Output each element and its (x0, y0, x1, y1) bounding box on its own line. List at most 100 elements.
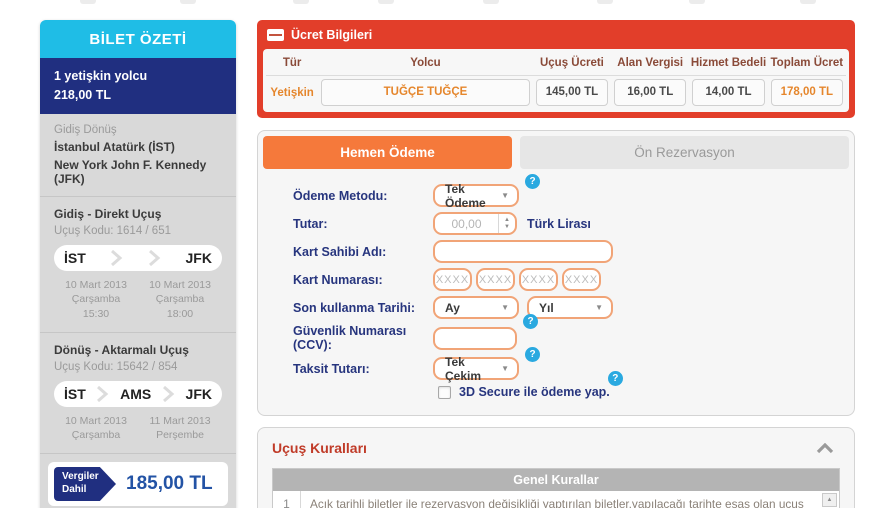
payment-method-row: Ödeme Metodu: Tek Ödeme ▼ ? (293, 174, 849, 210)
help-icon[interactable]: ? (525, 347, 540, 362)
chevron-right-icon (97, 385, 109, 402)
help-icon[interactable]: ? (523, 314, 538, 329)
card-name-input[interactable] (435, 244, 611, 259)
card-number-input-1[interactable] (435, 273, 470, 286)
step-icon (80, 0, 96, 4)
chevron-down-icon: ▼ (501, 303, 509, 312)
expiry-month-select[interactable]: Ay ▼ (433, 296, 519, 319)
payment-method-value: Tek Ödeme (445, 181, 486, 210)
step-icon (800, 0, 816, 4)
card-number-input-4[interactable] (564, 273, 599, 286)
cell-flight-fee: 145,00 TL (533, 79, 611, 106)
total-amount: 185,00 TL (126, 472, 213, 494)
outbound-flight-code: Uçuş Kodu: 1614 / 651 (54, 224, 171, 237)
inbound-destination-code: JFK (185, 385, 212, 402)
total-price-box: Vergiler Dahil 185,00 TL (48, 461, 228, 506)
card-name-row: Kart Sahibi Adı: (293, 240, 849, 263)
installment-value: Tek Çekim (445, 354, 482, 383)
card-number-group (562, 268, 601, 291)
badge-line: Dahil (62, 483, 87, 495)
departure-time: 15:30 (82, 307, 110, 320)
col-header-passenger: Yolcu (410, 57, 441, 69)
rules-scrollbar[interactable]: ▲ (822, 493, 837, 508)
card-number-input-3[interactable] (521, 273, 556, 286)
amount-stepper[interactable]: ▲ ▼ (498, 214, 515, 233)
tab-pay-now[interactable]: Hemen Ödeme (263, 136, 513, 169)
step-icon (483, 0, 499, 4)
outbound-title: Gidiş - Direkt Uçuş (54, 206, 162, 221)
scroll-up-icon[interactable]: ▲ (822, 493, 837, 507)
expiry-row: Son kullanma Tarihi: Ay ▼ Yıl ▼ (293, 296, 849, 319)
route-to: New York John F. Kennedy (JFK) (54, 157, 207, 186)
main-content: Ücret Bilgileri Tür Yolcu Uçuş Ücreti Al… (257, 20, 855, 508)
arrival-time: 18:00 (166, 307, 194, 320)
payment-method-select[interactable]: Tek Ödeme ▼ (433, 181, 519, 210)
route-from: İstanbul Atatürk (İST) (54, 139, 175, 154)
arrival-date: 11 Mart 2013 (149, 414, 211, 427)
step-icon (180, 0, 196, 4)
card-number-group (476, 268, 515, 291)
help-icon[interactable]: ? (607, 371, 623, 386)
step-icon (689, 0, 705, 4)
inbound-flight-code: Uçuş Kodu: 15642 / 854 (54, 360, 178, 373)
total-price-section: Vergiler Dahil 185,00 TL (40, 454, 236, 508)
cell-airport-tax: 16,00 TL (611, 79, 689, 106)
installment-row: Taksit Tutarı: Tek Çekim ▼ ? (293, 347, 849, 383)
arrival-day: Çarşamba (155, 293, 205, 306)
passenger-summary: 1 yetişkin yolcu 218,00 TL (40, 58, 236, 114)
fee-table: Tür Yolcu Uçuş Ücreti Alan Vergisi Hizme… (263, 49, 849, 112)
chevron-right-icon (111, 249, 123, 266)
expiry-year-value: Yıl (539, 300, 554, 315)
col-header-total-fee: Toplam Ücret (770, 57, 844, 69)
ccv-input[interactable] (435, 331, 515, 345)
chevron-down-icon: ▼ (595, 303, 603, 312)
rule-text: Açık tarihli biletler ile rezervasyon de… (310, 497, 804, 508)
cell-passenger-type: Yetişkin (270, 86, 314, 99)
airport-tax-value: 16,00 TL (614, 79, 687, 106)
route-section: Gidiş Dönüş İstanbul Atatürk (İST) New Y… (40, 114, 236, 197)
chevron-right-icon (148, 249, 161, 266)
help-icon[interactable]: ? (525, 174, 540, 189)
payment-tabs: Hemen Ödeme Ön Rezervasyon (263, 136, 849, 169)
card-number-group (433, 268, 472, 291)
fee-info-header: Ücret Bilgileri (263, 27, 849, 49)
departure-date: 10 Mart 2013 (65, 278, 127, 291)
installment-select[interactable]: Tek Çekim ▼ (433, 354, 519, 383)
step-up-icon[interactable]: ▲ (504, 216, 510, 223)
badge-line: Vergiler (62, 471, 99, 483)
secure3d-row: 3D Secure ile ödeme yap. ? (438, 371, 849, 399)
arrival-date: 10 Mart 2013 (149, 278, 211, 291)
card-number-input-2[interactable] (478, 273, 513, 286)
expiry-month-value: Ay (445, 300, 460, 315)
inbound-via-code: AMS (120, 385, 152, 402)
amount-row: Tutar: ▲▼ Türk Lirası (293, 212, 849, 235)
flight-rules-panel: Uçuş Kuralları Genel Kurallar 1 Açık tar… (257, 427, 855, 508)
installment-label: Taksit Tutarı: (293, 361, 370, 376)
fee-info-panel: Ücret Bilgileri Tür Yolcu Uçuş Ücreti Al… (257, 20, 855, 118)
departure-date: 10 Mart 2013 (65, 414, 127, 427)
passenger-name-value: TUĞÇE TUĞÇE (321, 79, 530, 106)
rule-number: 1 (273, 491, 301, 508)
inbound-departure-info: 10 Mart 2013 Çarşamba (54, 414, 138, 443)
amount-input[interactable] (435, 216, 498, 231)
ticket-summary-panel: BİLET ÖZETİ 1 yetişkin yolcu 218,00 TL G… (40, 20, 236, 508)
col-header-airport-tax: Alan Vergisi (617, 57, 684, 69)
inbound-origin-code: İST (64, 385, 86, 402)
tab-pre-reservation[interactable]: Ön Rezervasyon (520, 136, 849, 169)
outbound-destination-code: JFK (185, 249, 212, 266)
card-number-inputs (433, 268, 601, 291)
cell-total-fee: 178,00 TL (768, 79, 846, 106)
secure3d-checkbox[interactable] (438, 385, 451, 399)
total-fee-value: 178,00 TL (770, 79, 843, 106)
expiry-year-select[interactable]: Yıl ▼ (527, 296, 613, 319)
cell-passenger-name: TUĞÇE TUĞÇE (318, 79, 533, 106)
service-fee-value: 14,00 TL (692, 79, 765, 106)
step-icon (293, 0, 309, 4)
step-down-icon[interactable]: ▼ (504, 223, 510, 230)
card-number-group (519, 268, 558, 291)
col-header-type: Tür (282, 57, 302, 69)
rule-item: 1 Açık tarihli biletler ile rezervasyon … (273, 491, 839, 508)
ccv-input-wrap (433, 326, 517, 350)
collapse-chevron-up-icon[interactable] (816, 442, 834, 454)
